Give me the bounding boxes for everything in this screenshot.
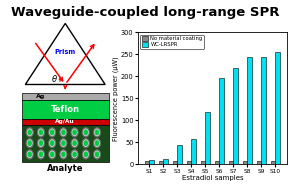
Bar	[229, 161, 233, 164]
Circle shape	[72, 150, 78, 158]
Circle shape	[27, 150, 33, 158]
Circle shape	[38, 128, 44, 136]
Circle shape	[94, 128, 100, 136]
Circle shape	[84, 140, 88, 146]
Circle shape	[61, 129, 66, 135]
Circle shape	[83, 150, 89, 158]
Bar	[186, 161, 191, 164]
Bar	[261, 57, 266, 164]
Circle shape	[84, 129, 88, 135]
Circle shape	[28, 129, 32, 135]
Circle shape	[60, 128, 67, 137]
Text: Teflon: Teflon	[51, 105, 80, 114]
Bar	[144, 161, 149, 164]
Circle shape	[72, 139, 78, 147]
Circle shape	[93, 149, 101, 159]
Circle shape	[28, 151, 32, 157]
Bar	[173, 161, 177, 164]
Circle shape	[37, 128, 45, 137]
Circle shape	[72, 151, 77, 157]
Circle shape	[95, 151, 99, 157]
Circle shape	[37, 149, 45, 159]
Circle shape	[39, 140, 43, 146]
Circle shape	[61, 151, 66, 157]
Circle shape	[71, 138, 78, 148]
Bar	[164, 159, 168, 164]
Circle shape	[84, 151, 88, 157]
Circle shape	[61, 140, 66, 146]
Circle shape	[49, 139, 55, 147]
Circle shape	[49, 128, 55, 136]
Text: Ag/Au: Ag/Au	[55, 119, 75, 124]
Bar	[191, 139, 196, 164]
Bar	[247, 57, 252, 164]
Circle shape	[95, 140, 99, 146]
Circle shape	[50, 129, 55, 135]
Circle shape	[48, 149, 56, 159]
Circle shape	[50, 151, 55, 157]
Circle shape	[60, 149, 67, 159]
Circle shape	[82, 138, 90, 148]
Circle shape	[93, 138, 101, 148]
Bar	[271, 161, 275, 164]
Bar	[205, 112, 210, 164]
Circle shape	[71, 128, 78, 137]
Circle shape	[27, 139, 33, 147]
Bar	[215, 161, 220, 164]
Bar	[220, 78, 224, 164]
X-axis label: Estradiol samples: Estradiol samples	[182, 175, 243, 181]
Circle shape	[37, 138, 45, 148]
Circle shape	[26, 128, 33, 137]
Text: Analyte: Analyte	[47, 164, 84, 173]
Circle shape	[38, 150, 44, 158]
Text: Prism: Prism	[55, 49, 76, 55]
Circle shape	[50, 140, 55, 146]
Circle shape	[72, 140, 77, 146]
Circle shape	[28, 140, 32, 146]
Circle shape	[82, 149, 90, 159]
Bar	[177, 145, 182, 164]
Circle shape	[48, 128, 56, 137]
Bar	[159, 161, 164, 164]
Bar	[21, 93, 109, 100]
Legend: No material coating, WC-LRSPR: No material coating, WC-LRSPR	[140, 35, 204, 49]
Bar	[233, 68, 238, 164]
Circle shape	[72, 129, 77, 135]
Circle shape	[94, 150, 100, 158]
Circle shape	[26, 149, 33, 159]
Bar	[21, 119, 109, 125]
Text: $\theta$: $\theta$	[51, 73, 58, 84]
Circle shape	[60, 138, 67, 148]
Circle shape	[94, 139, 100, 147]
Circle shape	[95, 129, 99, 135]
Bar	[242, 161, 247, 164]
Circle shape	[83, 128, 89, 136]
Circle shape	[38, 139, 44, 147]
Circle shape	[72, 128, 78, 136]
Circle shape	[82, 128, 90, 137]
Circle shape	[26, 138, 33, 148]
Bar	[200, 161, 205, 164]
Text: Ag: Ag	[36, 94, 45, 99]
Circle shape	[48, 138, 56, 148]
Circle shape	[83, 139, 89, 147]
Bar	[21, 100, 109, 119]
Circle shape	[60, 139, 66, 147]
Bar	[149, 160, 154, 164]
Circle shape	[60, 150, 66, 158]
Circle shape	[27, 128, 33, 136]
Circle shape	[60, 128, 66, 136]
Circle shape	[39, 151, 43, 157]
Circle shape	[39, 129, 43, 135]
Text: Waveguide-coupled long-range SPR: Waveguide-coupled long-range SPR	[11, 6, 279, 19]
Bar	[276, 52, 280, 164]
Y-axis label: Fluorescence power (μW): Fluorescence power (μW)	[113, 56, 119, 141]
Circle shape	[49, 150, 55, 158]
Text: I: I	[59, 77, 61, 84]
Bar	[21, 125, 109, 162]
Circle shape	[93, 128, 101, 137]
Circle shape	[71, 149, 78, 159]
Bar	[257, 161, 261, 164]
